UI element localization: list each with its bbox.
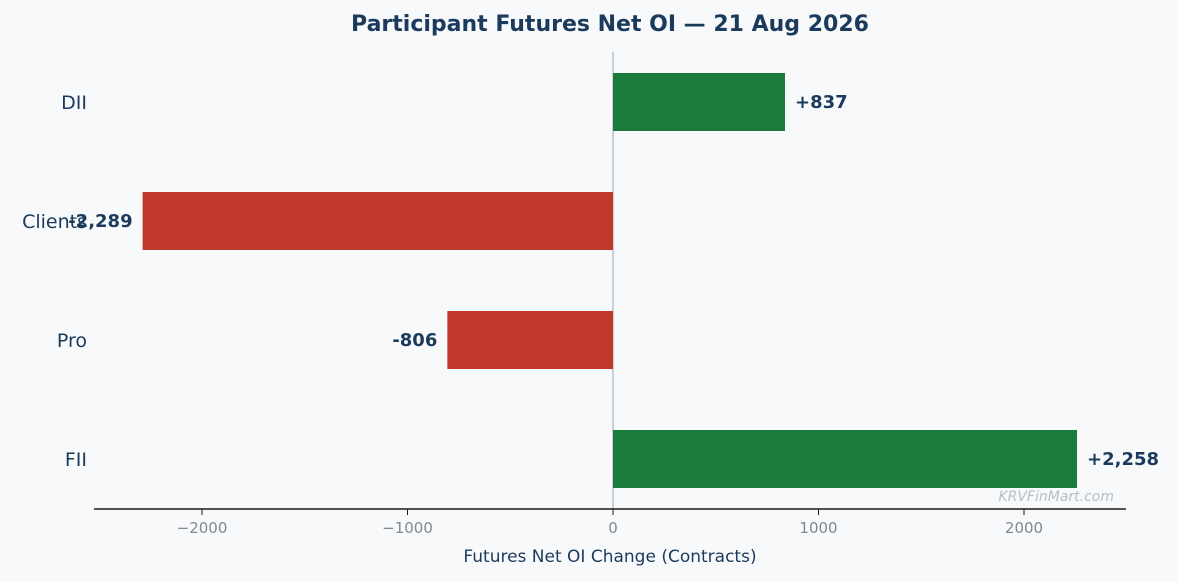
x-tick-label: −2000 [177, 519, 228, 537]
category-label-fii: FII [65, 449, 87, 471]
value-label-fii: +2,258 [1087, 449, 1159, 470]
value-label-pro: -806 [392, 330, 437, 351]
value-label-dii: +837 [795, 92, 848, 113]
bar-fii [613, 430, 1078, 488]
labels-layer: DII +837 Clients-2,289 Pro -806 FII +2,258 −200… [22, 92, 1159, 537]
category-label-pro: Pro [57, 330, 87, 352]
bar-pro [447, 311, 613, 369]
x-tick-label: −1000 [382, 519, 433, 537]
watermark: KRVFinMart.com [998, 489, 1114, 505]
category-label-dii: DII [61, 92, 87, 114]
value-label-clients: -2,289 [68, 211, 132, 232]
x-tick-label: 2000 [1005, 519, 1043, 537]
bar-dii [613, 73, 786, 131]
x-axis-title: Futures Net OI Change (Contracts) [463, 547, 756, 567]
bars-layer [142, 52, 1078, 509]
category-label-clients: Clients [22, 211, 87, 233]
chart-title: Participant Futures Net OI — 21 Aug 2026 [351, 12, 869, 37]
bar-clients [142, 192, 613, 250]
x-tick-label: 1000 [799, 519, 837, 537]
x-tick-label: 0 [608, 519, 618, 537]
